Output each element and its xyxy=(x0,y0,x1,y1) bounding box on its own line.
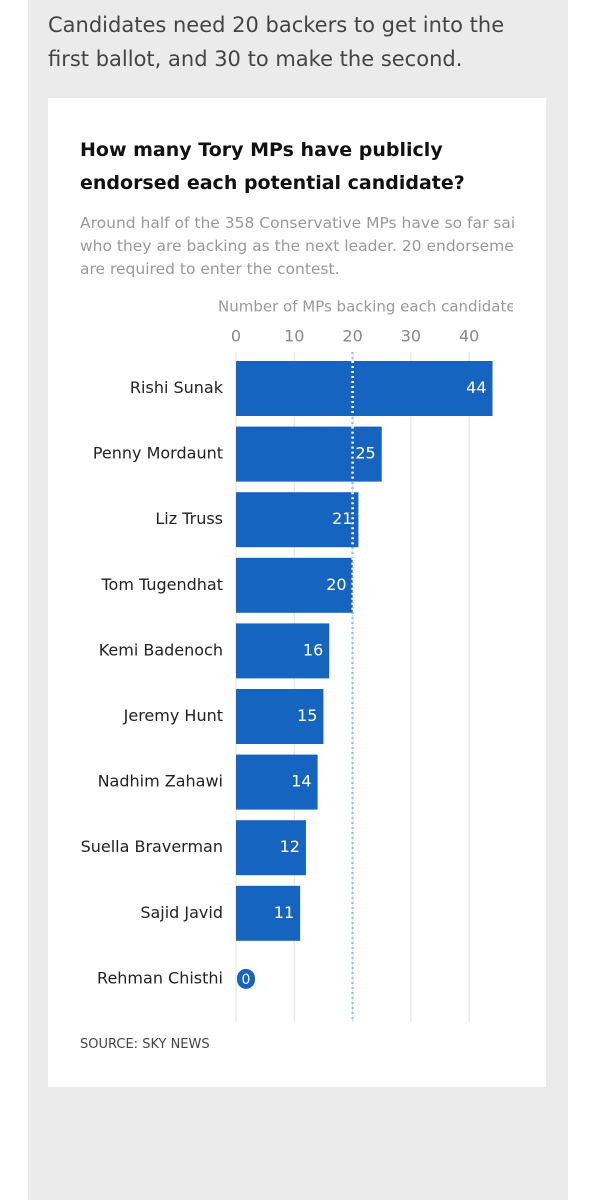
bar xyxy=(236,426,382,482)
bar xyxy=(236,689,324,744)
bar xyxy=(237,968,255,989)
y-tick-label: Suella Braverman xyxy=(81,837,223,856)
value-label: 15 xyxy=(297,706,317,725)
value-label: 11 xyxy=(274,903,294,922)
x-tick-label: 0 xyxy=(231,327,241,346)
x-tick-label: 30 xyxy=(401,327,421,346)
value-label: 16 xyxy=(303,640,323,659)
source-note: SOURCE: SKY NEWS xyxy=(80,1037,210,1052)
intro-text: Candidates need 20 backers to get into t… xyxy=(48,13,505,71)
value-label: 12 xyxy=(280,837,300,856)
chart-title: How many Tory MPs have publicly endorsed… xyxy=(80,139,465,194)
bar xyxy=(236,820,306,876)
y-tick-label: Rehman Chisthi xyxy=(97,968,223,987)
bar xyxy=(236,623,330,679)
y-tick-label: Jeremy Hunt xyxy=(123,706,223,725)
bar xyxy=(236,754,318,810)
bar xyxy=(236,557,353,613)
value-label: 25 xyxy=(355,444,375,463)
chart-subtitle: Around half of the 358 Conservative MPs … xyxy=(80,212,514,280)
y-tick-label: Liz Truss xyxy=(155,509,223,528)
y-tick-label: Kemi Badenoch xyxy=(99,640,223,659)
x-tick-label: 20 xyxy=(342,327,362,346)
bar xyxy=(236,361,493,416)
y-tick-label: Penny Mordaunt xyxy=(93,444,223,463)
x-tick-label: 10 xyxy=(284,327,304,346)
value-label: 0 xyxy=(242,972,251,988)
bar xyxy=(236,885,301,941)
y-tick-label: Rishi Sunak xyxy=(130,378,224,397)
value-label: 20 xyxy=(326,575,346,594)
y-tick-label: Nadhim Zahawi xyxy=(98,772,223,791)
value-label: 21 xyxy=(332,509,352,528)
bar xyxy=(236,492,359,548)
y-tick-label: Sajid Javid xyxy=(140,903,223,922)
value-label: 44 xyxy=(466,378,486,397)
chart-subtitle-text: Around half of the 358 Conservative MPs … xyxy=(80,214,514,278)
x-tick-label: 40 xyxy=(459,327,479,346)
x-axis-title: Number of MPs backing each candidate xyxy=(218,298,516,316)
value-label: 14 xyxy=(291,772,311,791)
y-tick-label: Tom Tugendhat xyxy=(100,575,223,594)
